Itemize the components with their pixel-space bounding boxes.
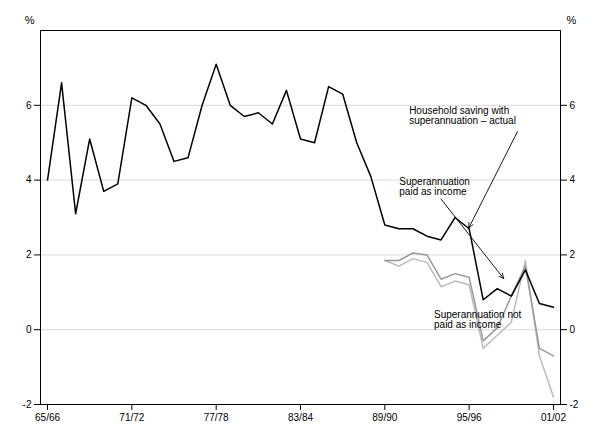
svg-text:%: % — [567, 14, 577, 26]
svg-text:Superannuationpaid as income: Superannuationpaid as income — [399, 176, 470, 197]
svg-text:6: 6 — [26, 100, 32, 111]
svg-text:95/96: 95/96 — [457, 412, 482, 423]
svg-text:4: 4 — [26, 174, 32, 185]
svg-text:-2: -2 — [23, 399, 32, 410]
svg-text:2: 2 — [570, 249, 576, 260]
svg-text:-2: -2 — [570, 399, 579, 410]
svg-text:0: 0 — [26, 324, 32, 335]
svg-text:0: 0 — [570, 324, 576, 335]
svg-text:2: 2 — [26, 249, 32, 260]
svg-text:89/90: 89/90 — [372, 412, 397, 423]
svg-text:01/02: 01/02 — [541, 412, 566, 423]
svg-text:77/78: 77/78 — [204, 412, 229, 423]
svg-text:4: 4 — [570, 174, 576, 185]
svg-text:Superannuation notpaid as inco: Superannuation notpaid as income — [434, 309, 522, 330]
svg-text:%: % — [25, 14, 35, 26]
svg-text:65/66: 65/66 — [35, 412, 60, 423]
svg-text:6: 6 — [570, 100, 576, 111]
svg-text:83/84: 83/84 — [288, 412, 313, 423]
svg-text:Household saving withsuperannu: Household saving withsuperannuation – ac… — [409, 105, 516, 126]
svg-text:71/72: 71/72 — [119, 412, 144, 423]
